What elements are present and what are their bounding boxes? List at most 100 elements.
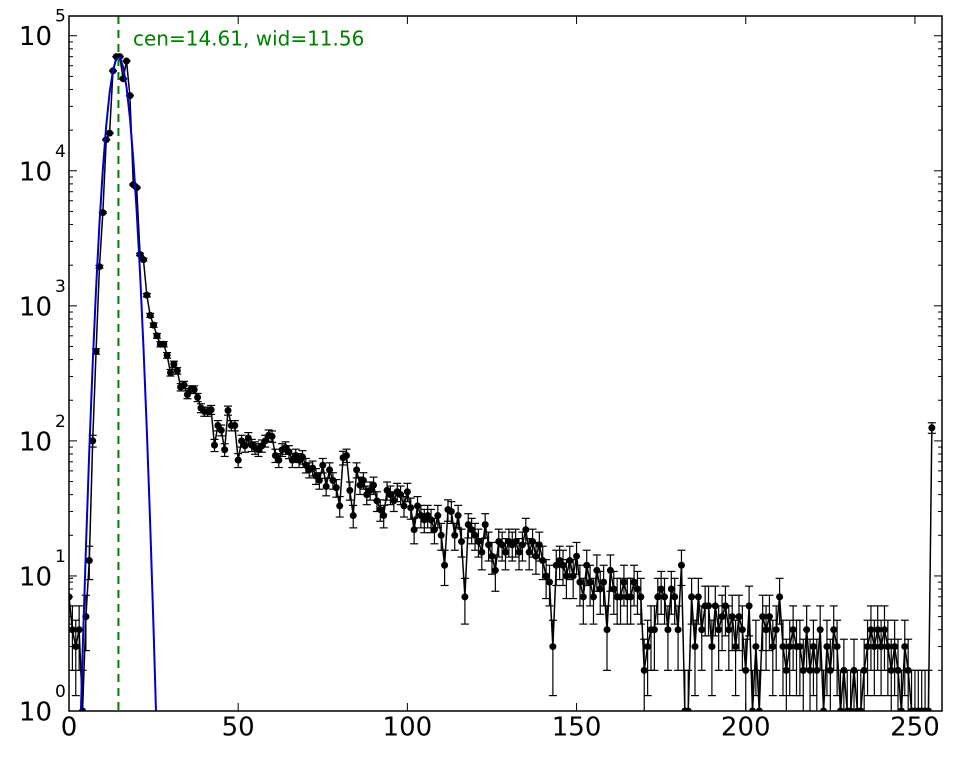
data-point bbox=[769, 643, 777, 651]
data-point bbox=[366, 486, 374, 494]
data-point bbox=[664, 626, 672, 634]
data-point bbox=[847, 707, 855, 711]
data-point bbox=[772, 626, 780, 634]
data-point bbox=[180, 381, 188, 389]
data-point bbox=[400, 502, 408, 510]
data-point bbox=[522, 526, 530, 534]
data-point bbox=[745, 602, 753, 610]
y-tick-exponent: 2 bbox=[55, 412, 66, 432]
data-point bbox=[150, 321, 158, 329]
data-point bbox=[123, 57, 131, 65]
data-point bbox=[485, 541, 493, 549]
plot-area bbox=[69, 16, 936, 711]
data-point bbox=[170, 360, 178, 368]
data-line bbox=[69, 55, 933, 711]
data-point bbox=[779, 643, 787, 651]
data-point bbox=[860, 666, 868, 674]
data-point bbox=[498, 541, 506, 549]
data-point bbox=[674, 626, 682, 634]
y-tick-exponent: 1 bbox=[55, 547, 66, 567]
data-point bbox=[617, 593, 625, 601]
data-point bbox=[386, 491, 394, 499]
data-point bbox=[468, 526, 476, 534]
data-point bbox=[241, 442, 249, 450]
data-point bbox=[738, 626, 746, 634]
data-point bbox=[589, 593, 597, 601]
data-point bbox=[461, 593, 469, 601]
data-point bbox=[221, 446, 229, 454]
data-point bbox=[694, 593, 702, 601]
data-point bbox=[864, 643, 872, 651]
data-point bbox=[874, 626, 882, 634]
data-point bbox=[464, 521, 472, 529]
data-point bbox=[346, 486, 354, 494]
data-point bbox=[640, 666, 648, 674]
data-point bbox=[610, 585, 618, 593]
data-point bbox=[376, 506, 384, 514]
data-point bbox=[430, 526, 438, 534]
data-point bbox=[742, 666, 750, 674]
data-point bbox=[89, 437, 97, 445]
data-point bbox=[576, 578, 584, 586]
data-point bbox=[359, 476, 367, 484]
data-point bbox=[373, 497, 381, 505]
data-point bbox=[867, 626, 875, 634]
data-point bbox=[891, 643, 899, 651]
y-tick-exponent: 3 bbox=[55, 277, 66, 297]
data-point bbox=[75, 626, 83, 634]
data-point bbox=[566, 557, 574, 565]
data-point bbox=[596, 585, 604, 593]
data-point bbox=[789, 626, 797, 634]
data-point bbox=[539, 557, 547, 565]
data-point bbox=[833, 643, 841, 651]
data-point bbox=[630, 578, 638, 586]
data-point bbox=[437, 531, 445, 539]
data-point bbox=[698, 626, 706, 634]
data-point bbox=[190, 386, 198, 394]
data-point bbox=[474, 537, 482, 545]
data-point bbox=[728, 613, 736, 621]
data-point bbox=[515, 548, 523, 556]
data-point bbox=[830, 626, 838, 634]
data-point bbox=[755, 707, 763, 711]
data-point bbox=[370, 481, 378, 489]
data-point bbox=[518, 541, 526, 549]
y-tick-label: 10 bbox=[19, 562, 52, 592]
data-point bbox=[877, 643, 885, 651]
data-point bbox=[688, 593, 696, 601]
data-point bbox=[759, 613, 767, 621]
x-tick-label: 0 bbox=[61, 713, 78, 743]
data-point bbox=[836, 707, 844, 711]
data-point bbox=[671, 593, 679, 601]
data-point bbox=[410, 526, 418, 534]
data-point bbox=[586, 578, 594, 586]
data-point bbox=[451, 531, 459, 539]
x-tick-label: 250 bbox=[890, 713, 940, 743]
data-point bbox=[732, 643, 740, 651]
data-point bbox=[525, 548, 533, 556]
data-point bbox=[573, 552, 581, 560]
data-point bbox=[329, 476, 337, 484]
data-point bbox=[765, 613, 773, 621]
data-point bbox=[803, 626, 811, 634]
y-tick-label: 10 bbox=[19, 698, 52, 728]
data-point bbox=[809, 643, 817, 651]
data-point bbox=[72, 643, 80, 651]
data-point bbox=[559, 561, 567, 569]
data-point bbox=[427, 516, 435, 524]
y-tick-exponent: 0 bbox=[55, 682, 66, 702]
data-point bbox=[342, 451, 350, 459]
data-point bbox=[322, 482, 330, 490]
data-point bbox=[167, 369, 175, 377]
data-point bbox=[545, 578, 553, 586]
data-point bbox=[319, 461, 327, 469]
data-point bbox=[752, 643, 760, 651]
data-point bbox=[644, 643, 652, 651]
data-point bbox=[160, 340, 168, 348]
data-point bbox=[600, 578, 608, 586]
data-point bbox=[491, 566, 499, 574]
data-point bbox=[380, 512, 388, 520]
data-point bbox=[163, 351, 171, 359]
data-point bbox=[146, 311, 154, 319]
